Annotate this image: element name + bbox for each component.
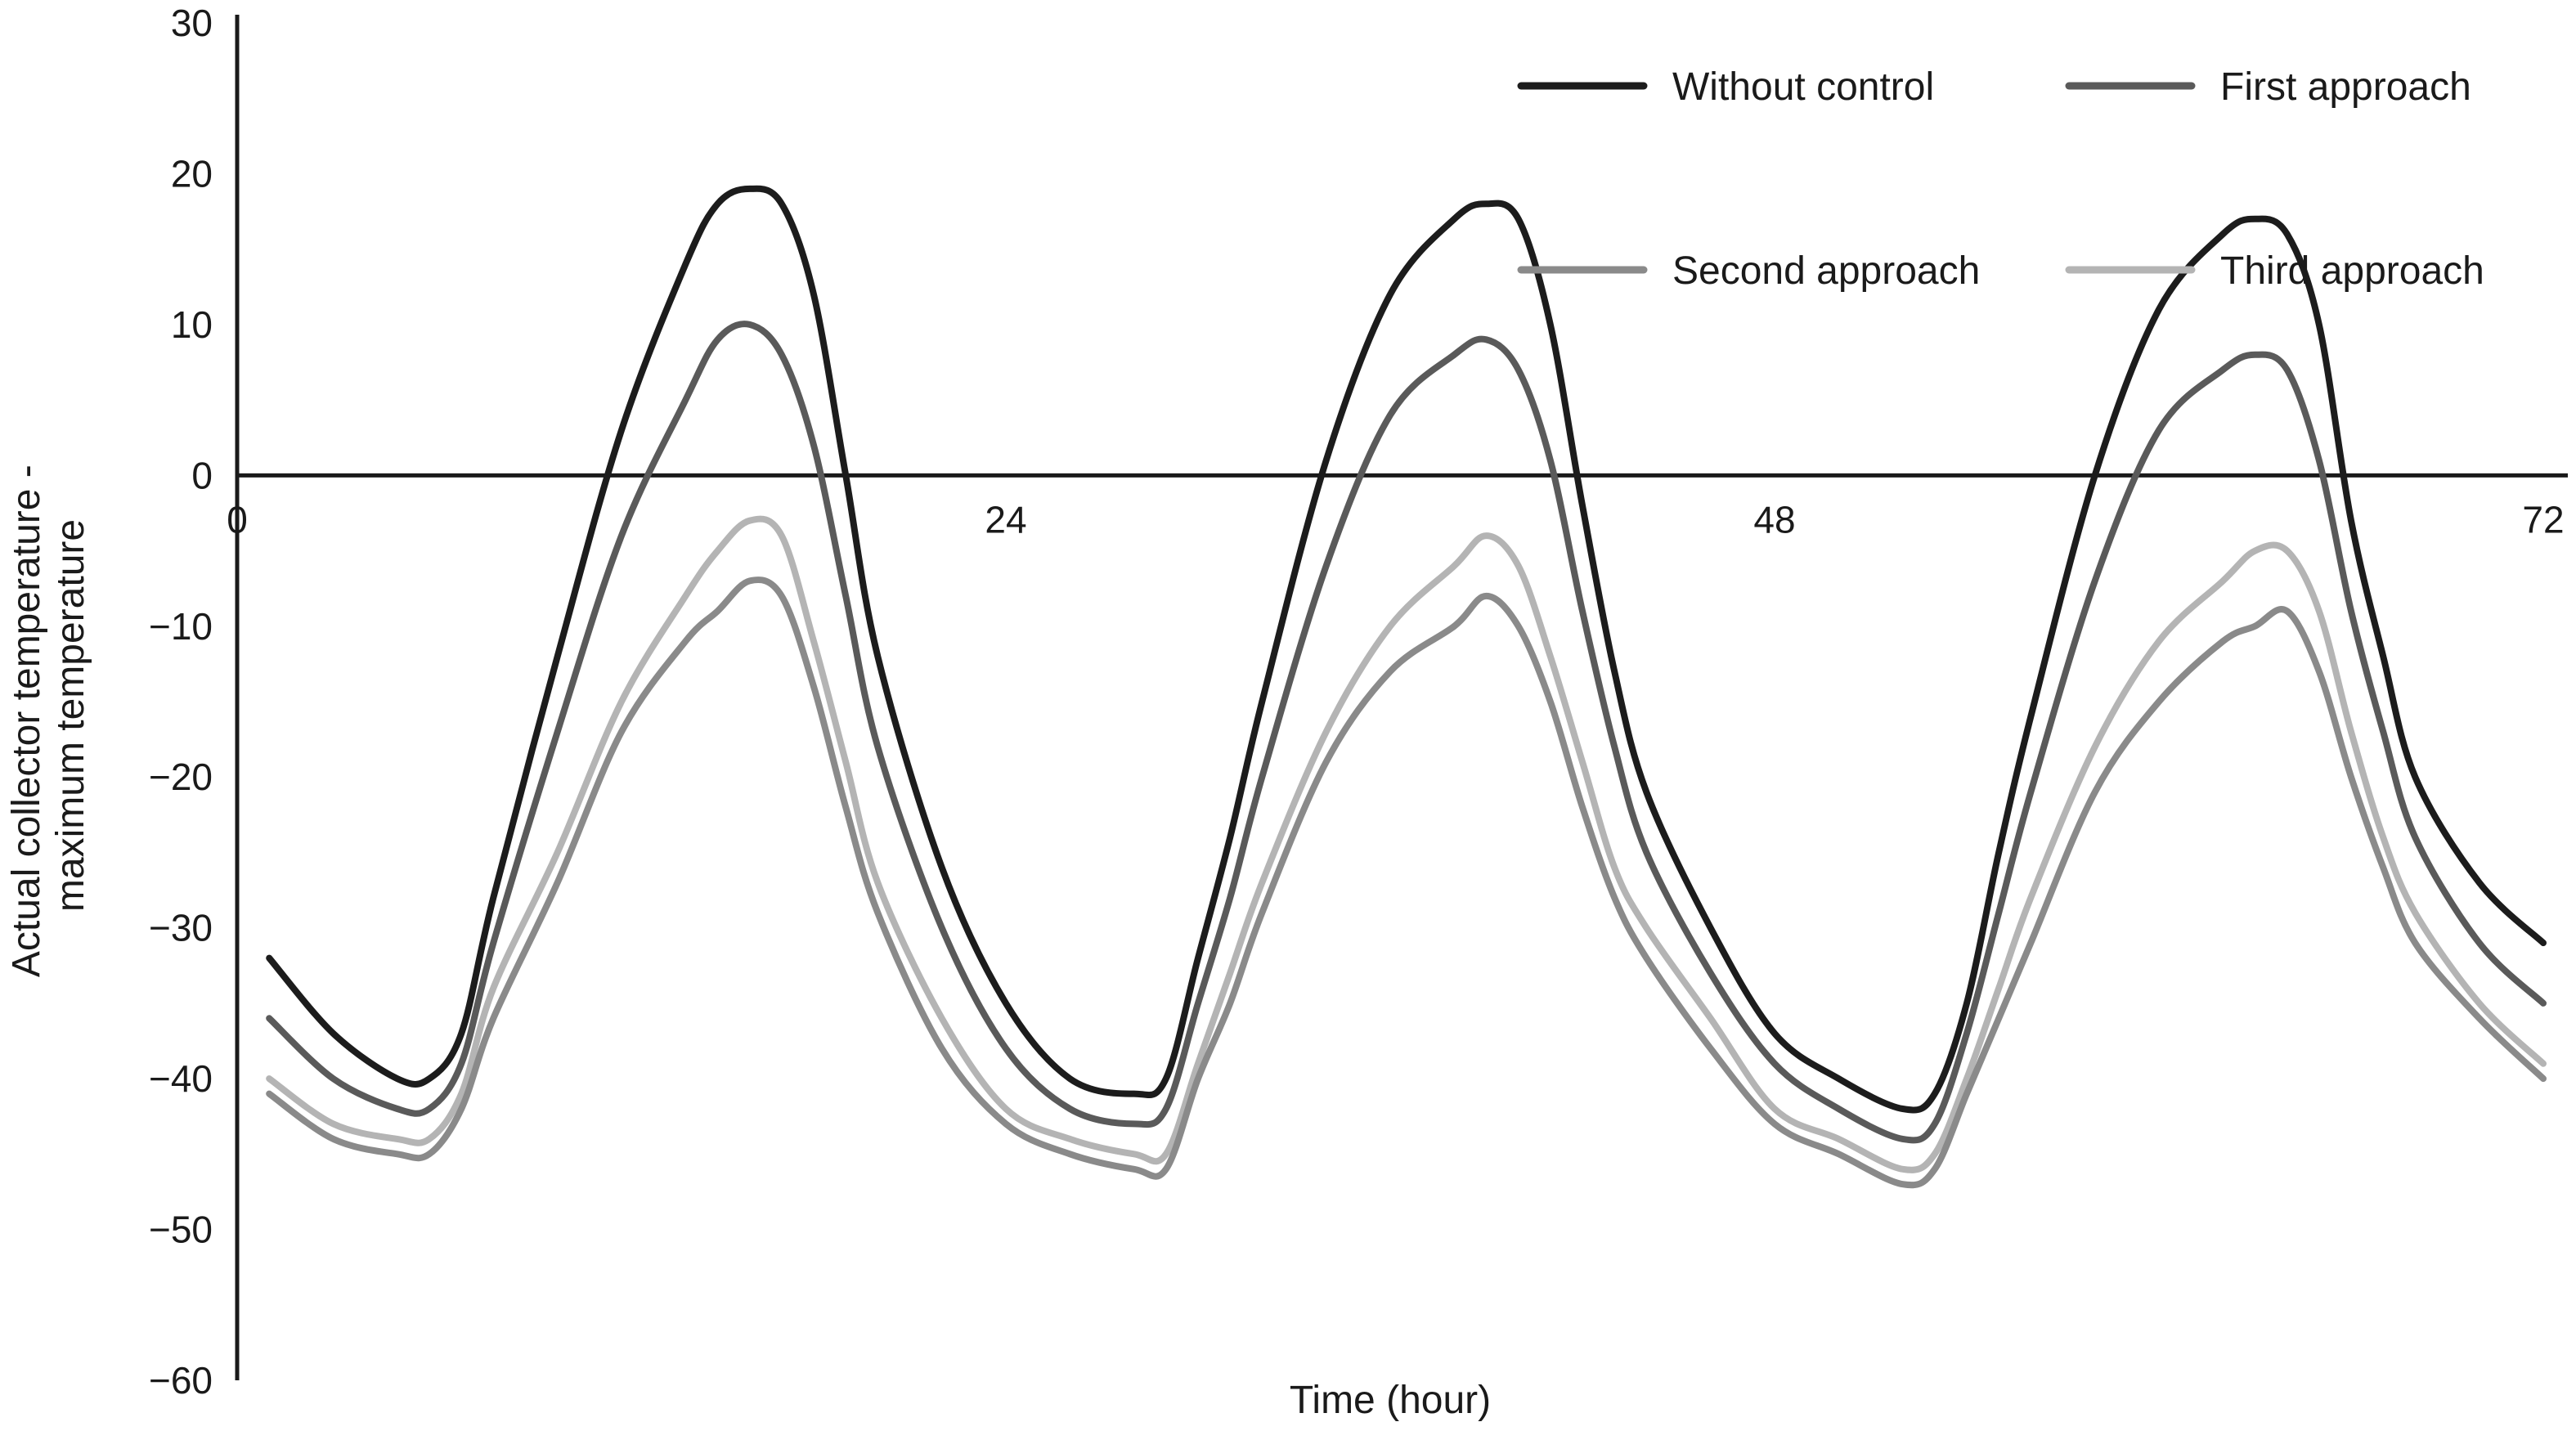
series-line-first-approach [266,321,2547,1144]
x-tick-label: 72 [2522,498,2564,541]
series-layer [266,185,2547,1189]
legend-label: Second approach [1672,249,1980,293]
x-axis-title: Time (hour) [1290,1379,1491,1422]
y-tick-label: −10 [149,605,213,648]
series-line-third-approach [266,515,2547,1173]
y-tick-label: 10 [171,303,213,346]
y-axis-title-line-1: Actual collector temperature - [5,464,48,977]
y-tick-label: 20 [171,152,213,195]
x-tick-label: 24 [985,498,1026,541]
series-line-without-control [266,185,2547,1114]
x-tick-label: 48 [1753,498,1795,541]
y-tick-label: −20 [149,756,213,798]
y-tick-label: −30 [149,907,213,949]
series-line-second-approach [266,576,2547,1189]
y-tick-label: 30 [171,2,213,44]
y-tick-labels: 30 20 10 0 −10 −20 −30 −40 −50 −60 [149,2,213,1402]
y-tick-label: 0 [191,454,213,496]
y-axis-title-line-2: maximum temperature [49,519,92,912]
y-tick-label: −40 [149,1057,213,1100]
y-axis-title: Actual collector temperature - maximum t… [5,454,92,977]
x-tick-label: 0 [227,498,248,541]
legend-label: Third approach [2220,249,2484,293]
x-tick-labels: 0 24 48 72 [227,498,2564,541]
y-tick-label: −60 [149,1359,213,1402]
y-tick-label: −50 [149,1209,213,1251]
legend-label: Without control [1672,65,1934,109]
legend-label: First approach [2220,65,2471,109]
legend: Without control First approach Second appr… [1517,65,2484,293]
